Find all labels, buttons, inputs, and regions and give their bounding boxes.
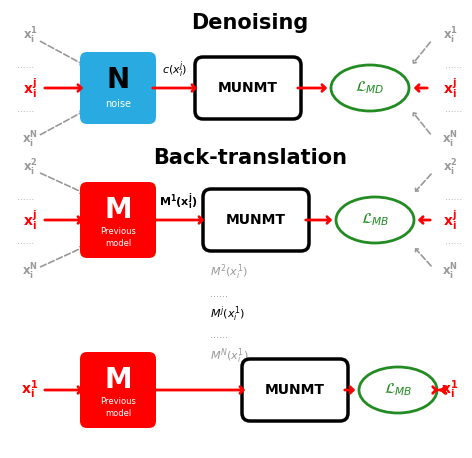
Text: $\mathcal{L}_{MB}$: $\mathcal{L}_{MB}$ xyxy=(361,212,389,229)
Text: M: M xyxy=(104,366,132,394)
Text: ......: ...... xyxy=(210,289,228,299)
FancyBboxPatch shape xyxy=(195,57,301,119)
Text: MUNMT: MUNMT xyxy=(218,81,278,95)
Text: model: model xyxy=(105,240,131,249)
Text: $\mathbf{x_i^1}$: $\mathbf{x_i^1}$ xyxy=(21,379,39,401)
Text: ......: ...... xyxy=(446,238,463,246)
Text: $\mathbf{x_i^2}$: $\mathbf{x_i^2}$ xyxy=(23,158,37,178)
Text: $\mathbf{x_i^2}$: $\mathbf{x_i^2}$ xyxy=(443,158,457,178)
FancyBboxPatch shape xyxy=(80,52,156,124)
Text: Denoising: Denoising xyxy=(191,13,309,33)
Text: ......: ...... xyxy=(446,193,463,202)
Text: $\mathbf{x_i^N}$: $\mathbf{x_i^N}$ xyxy=(22,130,38,150)
Text: $c(x_i^j)$: $c(x_i^j)$ xyxy=(162,60,188,81)
Text: $M^2(x_i^1)$: $M^2(x_i^1)$ xyxy=(210,262,248,282)
FancyBboxPatch shape xyxy=(80,352,156,428)
Text: $\mathbf{x_i^N}$: $\mathbf{x_i^N}$ xyxy=(22,262,38,282)
Text: $\mathbf{x_i^1}$: $\mathbf{x_i^1}$ xyxy=(443,26,457,46)
Text: noise: noise xyxy=(105,99,131,109)
Text: MUNMT: MUNMT xyxy=(265,383,325,397)
Text: ......: ...... xyxy=(17,105,34,114)
Text: ......: ...... xyxy=(210,330,228,340)
Text: $\mathcal{L}_{MD}$: $\mathcal{L}_{MD}$ xyxy=(355,80,385,96)
FancyBboxPatch shape xyxy=(242,359,348,421)
Text: Previous: Previous xyxy=(100,228,136,236)
Text: $\mathbf{x_i^j}$: $\mathbf{x_i^j}$ xyxy=(443,208,457,232)
Text: $\mathcal{L}_{MB}$: $\mathcal{L}_{MB}$ xyxy=(384,382,412,398)
Text: ......: ...... xyxy=(446,105,463,114)
Text: $\mathbf{x_i^1}$: $\mathbf{x_i^1}$ xyxy=(441,379,459,401)
Text: $M^N(x_i^1)$: $M^N(x_i^1)$ xyxy=(210,346,249,366)
Text: $\mathbf{x_i^N}$: $\mathbf{x_i^N}$ xyxy=(442,262,458,282)
Text: ......: ...... xyxy=(17,61,34,71)
Text: MUNMT: MUNMT xyxy=(226,213,286,227)
FancyBboxPatch shape xyxy=(203,189,309,251)
Text: Previous: Previous xyxy=(100,398,136,407)
Text: $\mathbf{x_i^1}$: $\mathbf{x_i^1}$ xyxy=(23,26,37,46)
Text: ......: ...... xyxy=(17,193,34,202)
Text: $\mathbf{x_i^j}$: $\mathbf{x_i^j}$ xyxy=(23,76,37,100)
Ellipse shape xyxy=(331,65,409,111)
Ellipse shape xyxy=(336,197,414,243)
Text: N: N xyxy=(107,66,129,94)
Text: M: M xyxy=(104,196,132,224)
Text: $\mathbf{x_i^j}$: $\mathbf{x_i^j}$ xyxy=(443,76,457,100)
Text: $\mathbf{x_i^N}$: $\mathbf{x_i^N}$ xyxy=(442,130,458,150)
Text: Back-translation: Back-translation xyxy=(153,148,347,168)
Text: ......: ...... xyxy=(446,61,463,71)
Text: ......: ...... xyxy=(17,238,34,246)
FancyBboxPatch shape xyxy=(80,182,156,258)
Text: $\mathbf{x_i^j}$: $\mathbf{x_i^j}$ xyxy=(23,208,37,232)
Ellipse shape xyxy=(359,367,437,413)
Text: $\mathbf{M^1(x_i^j)}$: $\mathbf{M^1(x_i^j)}$ xyxy=(159,191,197,213)
Text: model: model xyxy=(105,409,131,419)
Text: $M^j(x_i^1)$: $M^j(x_i^1)$ xyxy=(210,304,245,324)
